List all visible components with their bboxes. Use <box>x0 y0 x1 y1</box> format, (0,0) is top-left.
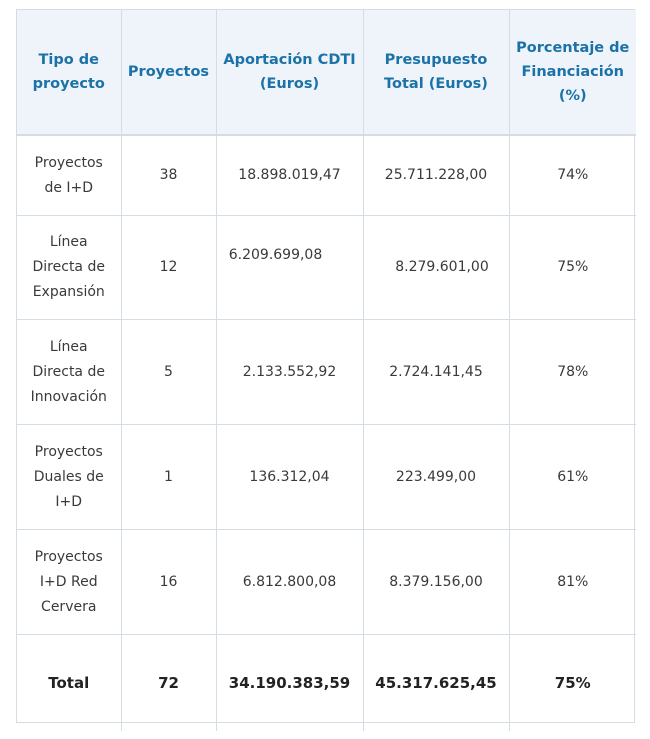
cell-proyectos: 12 <box>121 215 217 320</box>
cell-porcentaje: 74% <box>509 135 636 216</box>
header-aportacion: Aportación CDTI (Euros) <box>216 10 364 136</box>
cell-tipo: Proyectos Duales de I+D <box>17 424 122 530</box>
total-label: Total <box>17 634 122 731</box>
funding-table-container: Tipo de proyecto Proyectos Aportación CD… <box>16 9 636 731</box>
table-row: Proyectos de I+D 38 18.898.019,47 25.711… <box>17 135 636 216</box>
cell-tipo: Proyectos de I+D <box>17 135 122 216</box>
cell-aportacion: 6.812.800,08 <box>216 529 364 635</box>
cell-porcentaje: 75% <box>509 215 636 320</box>
table-row: Línea Directa de Expansión 12 6.209.699,… <box>17 215 636 320</box>
header-row: Tipo de proyecto Proyectos Aportación CD… <box>17 10 636 136</box>
cell-porcentaje: 78% <box>509 319 636 425</box>
table-row: Proyectos Duales de I+D 1 136.312,04 223… <box>17 424 636 530</box>
cell-presupuesto: 223.499,00 <box>363 424 510 530</box>
header-proyectos: Proyectos <box>121 10 217 136</box>
cell-proyectos: 38 <box>121 135 217 216</box>
cell-presupuesto: 25.711.228,00 <box>363 135 510 216</box>
cell-presupuesto: 8.279.601,00 <box>363 215 510 320</box>
cell-aportacion: 136.312,04 <box>216 424 364 530</box>
funding-table: Tipo de proyecto Proyectos Aportación CD… <box>17 10 636 731</box>
header-porcentaje: Porcentaje de Financiación (%) <box>509 10 636 136</box>
cell-tipo: Línea Directa de Expansión <box>17 215 122 320</box>
cell-aportacion: 18.898.019,47 <box>216 135 364 216</box>
cell-proyectos: 1 <box>121 424 217 530</box>
header-presupuesto: Presupuesto Total (Euros) <box>363 10 510 136</box>
total-proyectos: 72 <box>121 634 217 731</box>
total-row: Total 72 34.190.383,59 45.317.625,45 75% <box>17 634 636 731</box>
total-porcentaje: 75% <box>554 673 591 692</box>
cell-porcentaje: 81% <box>509 529 636 635</box>
cell-proyectos: 5 <box>121 319 217 425</box>
total-aportacion: 34.190.383,59 <box>216 634 364 731</box>
cell-tipo: Proyectos I+D Red Cervera <box>17 529 122 635</box>
cell-aportacion: 2.133.552,92 <box>216 319 364 425</box>
header-tipo: Tipo de proyecto <box>17 10 122 136</box>
table-row: Proyectos I+D Red Cervera 16 6.812.800,0… <box>17 529 636 635</box>
total-presupuesto: 45.317.625,45 <box>363 634 510 731</box>
cell-aportacion: 6.209.699,08 <box>216 215 364 320</box>
table-row: Línea Directa de Innovación 5 2.133.552,… <box>17 319 636 425</box>
cell-presupuesto: 2.724.141,45 <box>363 319 510 425</box>
cell-tipo: Línea Directa de Innovación <box>17 319 122 425</box>
cell-proyectos: 16 <box>121 529 217 635</box>
cell-presupuesto: 8.379.156,00 <box>363 529 510 635</box>
cell-porcentaje: 61% <box>509 424 636 530</box>
